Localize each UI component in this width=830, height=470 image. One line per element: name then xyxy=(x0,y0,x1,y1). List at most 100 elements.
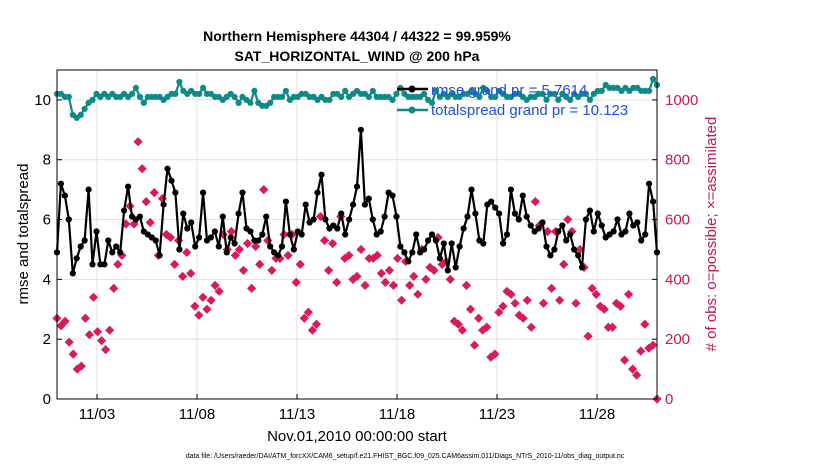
rmse-point xyxy=(646,180,653,187)
totalspread-point xyxy=(492,93,499,100)
totalspread-point xyxy=(342,87,349,94)
rmse-point xyxy=(472,210,479,217)
rmse-point xyxy=(586,207,594,214)
rmse-point xyxy=(113,243,120,250)
obs-assimilated-point xyxy=(445,274,455,284)
y-tick-label-right: 400 xyxy=(665,271,690,288)
totalspread-point xyxy=(251,87,258,94)
obs-assimilated-point xyxy=(267,265,277,275)
obs-assimilated-point xyxy=(206,295,216,305)
obs-assimilated-point xyxy=(546,283,557,293)
totalspread-point xyxy=(586,96,594,103)
rmse-point xyxy=(136,213,143,220)
obs-assimilated-point xyxy=(474,313,484,323)
obs-assimilated-point xyxy=(295,259,305,270)
obs-assimilated-point xyxy=(186,268,196,278)
obs-assimilated-point xyxy=(165,232,176,243)
obs-assimilated-point xyxy=(283,250,293,261)
rmse-point xyxy=(519,192,526,199)
y-tick-label-left: 4 xyxy=(43,271,51,288)
rmse-point xyxy=(614,216,621,223)
rmse-point xyxy=(219,213,226,220)
obs-assimilated-point xyxy=(356,244,366,255)
rmse-point xyxy=(57,180,64,187)
rmse-point xyxy=(357,126,364,133)
obs-assimilated-point xyxy=(571,298,581,308)
obs-assimilated-point xyxy=(632,370,642,380)
obs-assimilated-point xyxy=(433,232,443,243)
rmse-point xyxy=(425,237,432,244)
chart-subtitle: SAT_HORIZONTAL_WIND @ 200 hPa xyxy=(235,48,480,64)
rmse-point xyxy=(551,246,558,253)
obs-assimilated-point xyxy=(396,295,407,305)
rmse-point xyxy=(259,231,266,238)
totalspread-point xyxy=(421,90,428,97)
obs-assimilated-point xyxy=(619,355,630,365)
rmse-point xyxy=(413,231,420,238)
obs-assimilated-point xyxy=(307,325,318,335)
obs-assimilated-point xyxy=(246,283,257,293)
rmse-point xyxy=(377,228,384,235)
totalspread-point xyxy=(278,93,286,100)
rmse-point xyxy=(255,237,262,244)
rmse-point xyxy=(93,228,100,235)
obs-assimilated-point xyxy=(291,277,301,287)
obs-assimilated-point xyxy=(275,253,285,264)
rmse-point xyxy=(282,198,289,205)
rmse-point xyxy=(188,219,195,226)
obs-assimilated-point xyxy=(299,313,309,323)
rmse-point xyxy=(590,228,597,235)
rmse-point xyxy=(121,207,128,214)
totalspread-point xyxy=(235,99,242,106)
y-tick-label-right: 600 xyxy=(665,212,690,229)
rmse-point xyxy=(543,243,550,250)
obs-assimilated-point xyxy=(226,226,236,237)
rmse-point xyxy=(290,246,297,253)
obs-assimilated-point xyxy=(88,292,99,302)
rmse-point xyxy=(61,192,68,199)
obs-assimilated-point xyxy=(202,304,212,314)
obs-assimilated-point xyxy=(76,361,86,371)
obs-assimilated-point xyxy=(145,217,155,228)
obs-assimilated-point xyxy=(60,316,70,326)
obs-assimilated-point xyxy=(92,327,103,337)
rmse-point xyxy=(65,216,72,223)
rmse-point xyxy=(223,249,230,256)
obs-assimilated-point xyxy=(242,238,253,249)
obs-assimilated-point xyxy=(84,330,95,340)
obs-assimilated-point xyxy=(352,271,362,281)
rmse-point xyxy=(582,216,590,223)
obs-assimilated-point xyxy=(141,197,151,207)
rmse-point xyxy=(507,186,514,193)
totalspread-point xyxy=(428,99,436,106)
totalspread-point xyxy=(582,90,590,97)
rmse-point xyxy=(184,225,191,232)
totalspread-point xyxy=(176,78,183,86)
rmse-point xyxy=(263,213,270,220)
rmse-point xyxy=(81,237,88,244)
obs-assimilated-point xyxy=(457,325,468,335)
obs-assimilated-point xyxy=(392,253,403,264)
rmse-point xyxy=(563,237,570,244)
chart-title: Northern Hemisphere 44304 / 44322 = 99.9… xyxy=(203,28,511,44)
rmse-point xyxy=(444,267,451,274)
obs-assimilated-point xyxy=(405,280,415,290)
obs-assimilated-point xyxy=(425,262,435,272)
rmse-point xyxy=(594,210,601,217)
obs-assimilated-point xyxy=(486,352,496,362)
rmse-point xyxy=(559,222,566,229)
rmse-point xyxy=(409,249,416,256)
x-axis-label: Nov.01,2010 00:00:00 start xyxy=(267,428,448,445)
rmse-point xyxy=(338,210,345,217)
obs-assimilated-point xyxy=(514,310,524,320)
obs-assimilated-point xyxy=(105,325,115,335)
obs-assimilated-point xyxy=(624,289,634,299)
rmse-point xyxy=(156,252,163,259)
obs-assimilated-point xyxy=(413,289,423,299)
legend-rmse-marker xyxy=(408,85,416,93)
obs-assimilated-point xyxy=(68,349,78,359)
obs-assimilated-point xyxy=(636,346,646,356)
rmse-point xyxy=(492,204,499,211)
obs-assimilated-point xyxy=(348,274,358,284)
